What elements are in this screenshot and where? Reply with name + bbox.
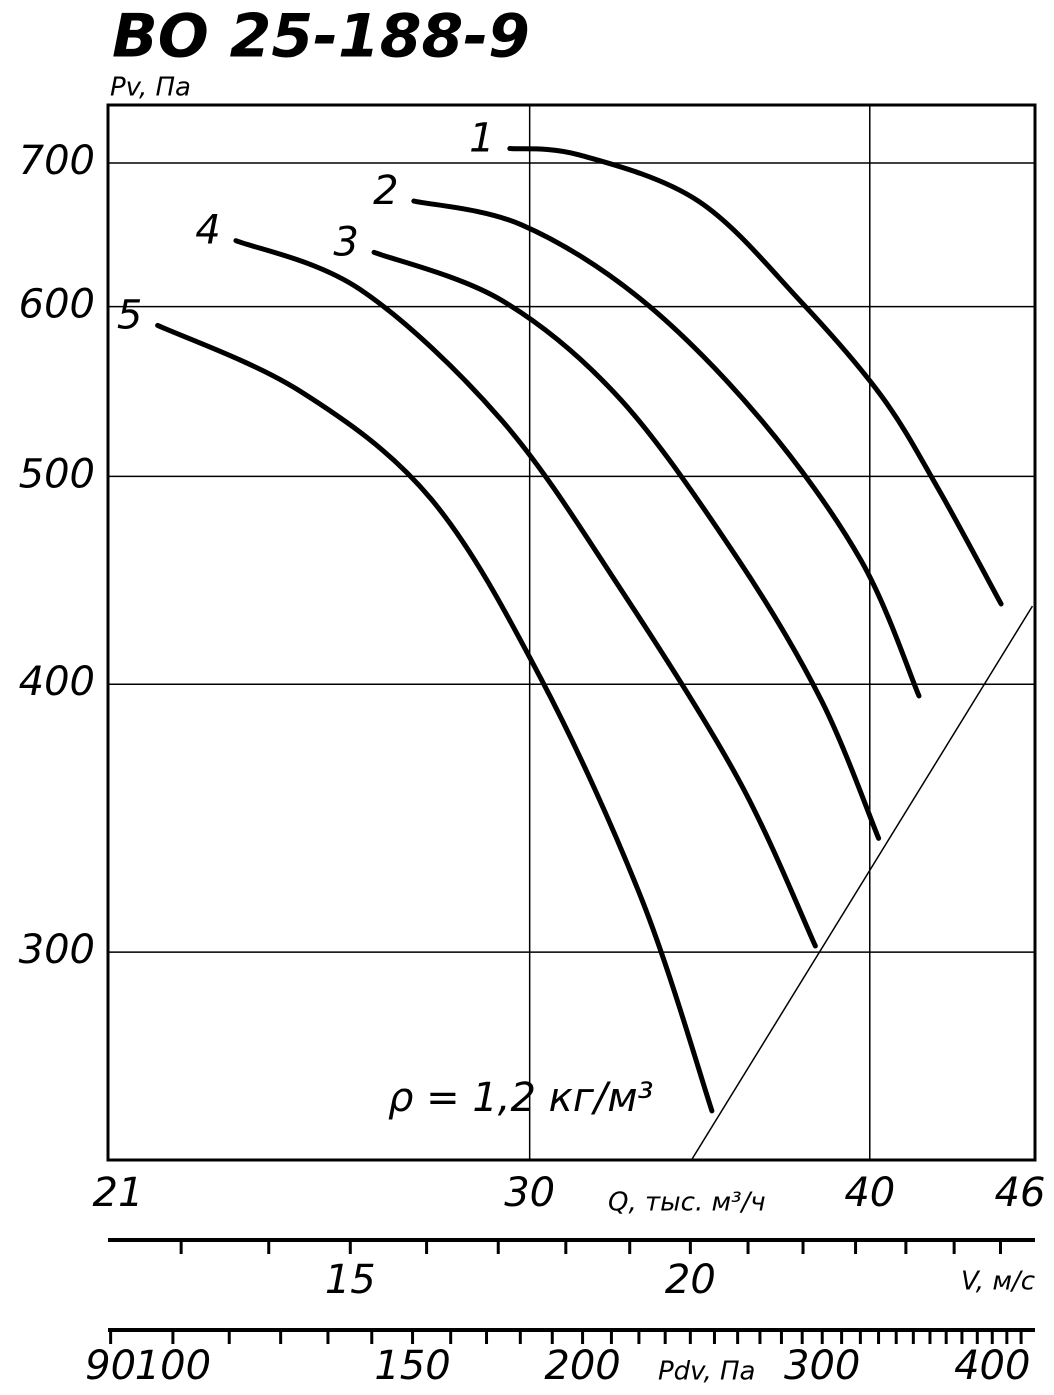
y-tick-label: 700 bbox=[19, 138, 95, 184]
chart-title: ВО 25-188-9 bbox=[112, 2, 530, 72]
curve bbox=[155, 322, 715, 1114]
annotation: ρ = 1,2 кг/м³ bbox=[388, 1075, 654, 1121]
x-tick-label: 30 bbox=[504, 1170, 555, 1216]
curve-label: 2 bbox=[373, 168, 398, 214]
pdv-axis-label: Pdv, Па bbox=[658, 1357, 755, 1387]
boundary-line bbox=[690, 605, 1034, 1161]
plot-frame bbox=[106, 103, 1037, 1162]
y-tick-label: 400 bbox=[19, 659, 95, 705]
x-tick-label: 21 bbox=[93, 1170, 144, 1216]
tick-label: 200 bbox=[544, 1343, 620, 1389]
y-tick-label: 600 bbox=[19, 282, 95, 328]
curve-label: 5 bbox=[117, 292, 142, 338]
curve-label: 3 bbox=[333, 219, 358, 265]
curve bbox=[507, 146, 1004, 607]
x-axis-label: Q, тыс. м³/ч bbox=[608, 1188, 766, 1218]
tick-label: 100 bbox=[135, 1343, 211, 1389]
x-tick-label: 46 bbox=[995, 1170, 1046, 1216]
tick-label: 150 bbox=[374, 1343, 450, 1389]
tick-label: 20 bbox=[665, 1257, 716, 1303]
tick-label: 90 bbox=[85, 1343, 136, 1389]
curve-label: 1 bbox=[469, 116, 494, 162]
tick-label: 15 bbox=[325, 1257, 376, 1303]
tick-label: 300 bbox=[784, 1343, 860, 1389]
v-axis-label: V, м/с bbox=[961, 1267, 1035, 1297]
y-tick-label: 300 bbox=[19, 927, 95, 973]
y-axis-label: Pv, Па bbox=[110, 73, 191, 103]
curve bbox=[411, 198, 922, 699]
y-tick-label: 500 bbox=[19, 451, 95, 497]
curve-label: 4 bbox=[195, 208, 220, 254]
x-tick-label: 40 bbox=[844, 1170, 895, 1216]
curve bbox=[233, 238, 818, 949]
tick-label: 400 bbox=[954, 1343, 1030, 1389]
curve bbox=[371, 249, 882, 841]
